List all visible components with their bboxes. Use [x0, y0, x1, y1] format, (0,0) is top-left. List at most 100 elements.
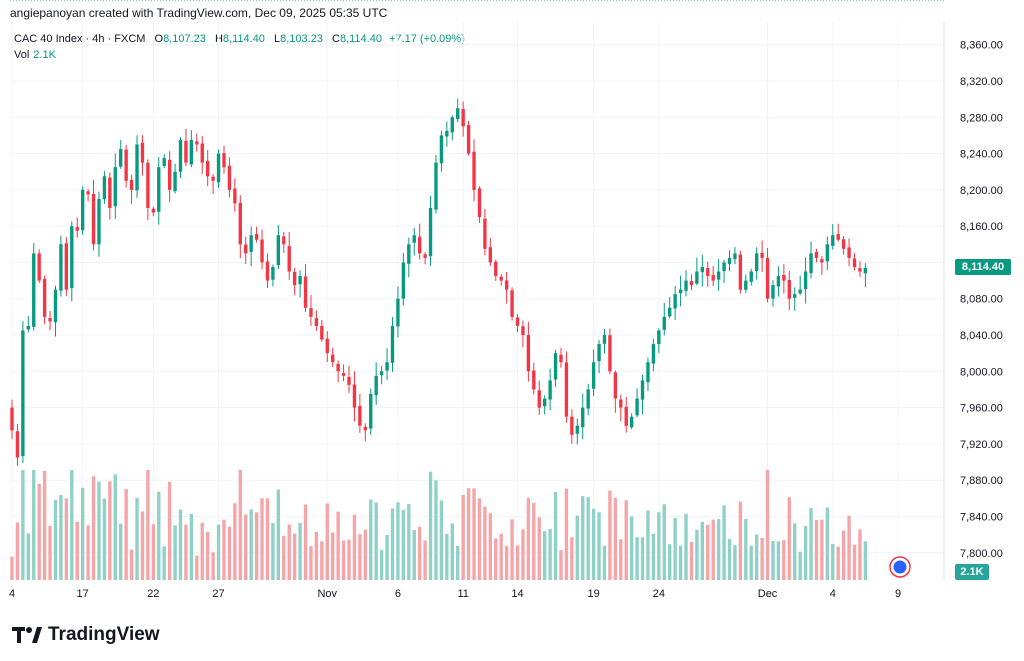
y-tick-label: 8,360.00	[960, 40, 1003, 52]
volume-bar	[852, 544, 857, 580]
candle-body	[119, 149, 123, 167]
y-tick-label: 8,000.00	[960, 366, 1003, 378]
candle-body	[553, 353, 558, 380]
candle-body	[602, 335, 607, 344]
tradingview-brand-text: TradingView	[48, 624, 160, 645]
volume-bar	[119, 523, 123, 580]
candle-body	[581, 407, 585, 428]
candle-body	[695, 271, 699, 284]
volume-bar	[331, 532, 335, 580]
volume-bar	[602, 545, 607, 580]
volume-bar	[363, 529, 367, 580]
volume-bar	[629, 516, 634, 580]
candle-body	[276, 235, 281, 266]
candle-body	[586, 389, 590, 409]
candle-body	[515, 317, 520, 326]
candle-body	[727, 257, 732, 264]
close-key: C	[332, 33, 340, 45]
candle-body	[32, 253, 36, 327]
volume-bar	[472, 488, 476, 580]
volume-bar	[809, 508, 813, 580]
candle-body	[570, 416, 574, 435]
volume-bar	[793, 523, 797, 580]
volume-bar	[749, 545, 753, 580]
candle-body	[59, 244, 63, 291]
candle-body	[858, 268, 862, 272]
candle-body	[423, 254, 427, 258]
volume-bar	[597, 512, 601, 580]
volume-bar	[488, 513, 493, 580]
candle-body	[820, 259, 824, 263]
x-tick-label: 19	[587, 588, 599, 600]
y-tick-label: 8,240.00	[960, 149, 1003, 161]
candle-body	[244, 244, 248, 254]
candle-body	[477, 188, 482, 218]
candle-body	[662, 316, 666, 330]
candle-body	[15, 431, 20, 458]
candle-body	[472, 151, 476, 190]
candle-body	[53, 289, 58, 323]
volume-bar	[102, 498, 107, 580]
volume-bar	[205, 531, 210, 580]
candle-body	[385, 362, 389, 371]
candle-body	[494, 261, 498, 277]
volume-bar	[10, 556, 14, 580]
volume-bar	[499, 533, 503, 580]
volume-bar	[662, 504, 666, 580]
volume-bar	[129, 549, 134, 580]
candle-body	[287, 246, 291, 272]
candle-body	[684, 280, 688, 291]
volume-bar	[689, 541, 694, 580]
volume-bar	[825, 507, 830, 580]
volume-bar	[803, 526, 808, 580]
volume-bar	[532, 502, 536, 580]
volume-bar	[303, 504, 308, 580]
volume-bar	[173, 525, 177, 580]
volume-bar	[673, 517, 677, 580]
volume-bar	[504, 545, 509, 580]
volume-bar	[711, 519, 715, 580]
volume-bar	[450, 523, 454, 580]
volume-bar	[863, 541, 868, 580]
volume-bar	[113, 474, 117, 580]
y-tick-label: 8,160.00	[960, 221, 1003, 233]
x-tick-label: 17	[77, 588, 89, 600]
volume-bar	[771, 541, 775, 580]
volume-bar	[309, 546, 313, 580]
volume-bar	[26, 533, 30, 580]
candle-body	[205, 161, 210, 177]
volume-bar	[157, 491, 161, 580]
volume-bar	[640, 537, 645, 580]
volume-bar	[417, 526, 422, 580]
volume-bar	[347, 539, 351, 580]
candle-body	[787, 280, 791, 299]
volume-bar	[70, 470, 74, 580]
goto-realtime-button[interactable]	[889, 556, 911, 578]
footer-brand[interactable]: TradingView	[12, 624, 160, 646]
volume-bar	[336, 511, 340, 580]
volume-bar	[553, 491, 558, 580]
candle-body	[238, 202, 242, 245]
volume-bar	[249, 509, 253, 580]
y-tick-label: 7,880.00	[960, 475, 1003, 487]
volume-bar	[494, 538, 498, 580]
candle-body	[331, 354, 335, 363]
candle-body	[265, 261, 270, 281]
candle-body	[320, 325, 324, 340]
candle-body	[466, 124, 471, 154]
candle-body	[173, 171, 177, 192]
y-tick-label: 8,320.00	[960, 76, 1003, 88]
volume-bar	[292, 533, 297, 580]
goto-realtime-icon	[893, 560, 907, 574]
volume-bar	[21, 470, 25, 580]
volume-tag: 2.1K	[955, 564, 989, 580]
volume-bar	[233, 503, 237, 580]
volume-bar	[97, 481, 101, 580]
volume-bar	[379, 550, 384, 580]
volume-bar	[548, 528, 552, 580]
volume-bar	[271, 522, 275, 580]
candle-body	[140, 142, 145, 163]
candle-body	[608, 335, 612, 372]
x-tick-label: 11	[457, 588, 468, 600]
